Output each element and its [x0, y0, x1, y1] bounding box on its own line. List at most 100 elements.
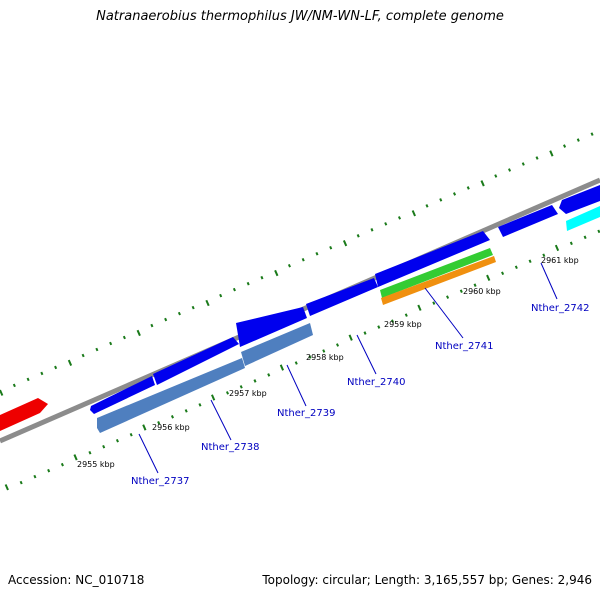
outer-tick: [439, 198, 443, 202]
outer-tick: [508, 168, 512, 172]
inner-tick: [60, 462, 64, 467]
inner-tick: [417, 304, 422, 311]
gene-leader-line: [210, 399, 232, 441]
ruler-label: 2956 kbp: [152, 423, 190, 432]
ruler-labels: 2955 kbp 2956 kbp 2957 kbp 2958 kbp 2959 kbp…: [77, 256, 579, 469]
gene-leaders: [138, 262, 558, 474]
inner-tick: [184, 409, 188, 413]
cds-reverse-2[interactable]: [241, 323, 313, 366]
outer-tick: [246, 281, 250, 286]
gene-leader-line: [138, 433, 159, 474]
inner-tick: [115, 438, 119, 443]
inner-tick: [554, 244, 560, 252]
ruler-label: 2959 kbp: [384, 320, 422, 329]
inner-tick: [267, 373, 271, 377]
inner-tick: [391, 319, 395, 323]
gene-leader-line: [540, 262, 558, 300]
cds-reverse-1[interactable]: [97, 358, 245, 433]
outer-tick: [549, 150, 554, 157]
inner-tick: [597, 229, 600, 234]
outer-tick: [67, 359, 73, 366]
inner-tick: [33, 474, 37, 479]
outer-tick: [315, 251, 319, 256]
outer-tick: [122, 335, 126, 340]
inner-tick: [157, 421, 161, 425]
outer-tick: [81, 353, 85, 358]
cds-forward-5[interactable]: [375, 231, 490, 287]
outer-tick: [40, 371, 44, 376]
inner-tick: [377, 325, 381, 329]
outer-tick: [342, 240, 348, 247]
outer-tick: [494, 174, 498, 178]
ruler-label: 2960 kbp: [463, 287, 501, 296]
inner-tick: [198, 403, 202, 407]
red-feature-arrow[interactable]: [0, 398, 48, 431]
outer-tick: [26, 377, 30, 382]
inner-tick: [486, 274, 491, 281]
cds-forward-2[interactable]: [153, 337, 239, 385]
inner-tick: [459, 289, 463, 293]
outer-tick: [54, 365, 58, 370]
cds-forward-4[interactable]: [306, 278, 378, 316]
outer-tick: [205, 299, 210, 307]
cds-forward-6[interactable]: [498, 205, 558, 237]
feature-track: [0, 185, 600, 433]
outer-tick: [301, 257, 305, 262]
inner-tick: [88, 450, 92, 455]
inner-tick: [322, 349, 326, 353]
cds-forward-7[interactable]: [559, 185, 600, 214]
inner-tick: [542, 253, 546, 258]
inner-tick: [473, 283, 477, 287]
cds-forward-3[interactable]: [236, 307, 307, 347]
inner-tick: [73, 454, 78, 461]
inner-tick: [102, 444, 106, 449]
gene-leader-line: [356, 334, 377, 375]
inner-tick: [294, 361, 298, 365]
outer-tick: [164, 317, 168, 322]
cds-forward-1[interactable]: [90, 376, 155, 414]
outer-tick: [466, 186, 470, 190]
inner-tick: [432, 301, 436, 305]
outer-tick: [219, 293, 223, 298]
inner-tick: [142, 424, 147, 431]
ruler-label: 2955 kbp: [77, 460, 115, 469]
inner-tick: [501, 271, 505, 275]
accession-label: Accession: NC_010718: [8, 573, 145, 587]
outer-tick: [452, 192, 457, 196]
inner-tick: [308, 355, 312, 359]
gene-label: Nther_2740: [347, 377, 405, 388]
outer-tick: [191, 305, 195, 310]
outer-tick: [425, 204, 429, 208]
gene-labels: Nther_2737 Nther_2738 Nther_2739 Nther_2740…: [131, 303, 589, 487]
outer-tick: [109, 341, 113, 346]
outer-tick: [576, 138, 580, 142]
inner-tick: [129, 432, 133, 437]
inner-tick: [253, 379, 257, 383]
outer-tick: [177, 311, 181, 316]
gene-label: Nther_2737: [131, 476, 189, 487]
inner-tick: [225, 391, 229, 395]
outer-tick: [384, 222, 388, 226]
outer-tick: [329, 245, 333, 250]
outer-tick: [535, 156, 539, 160]
page-title: Natranaerobius thermophilus JW/NM-WN-LF,…: [96, 9, 504, 24]
gene-leader-line: [286, 364, 307, 407]
cyan-highlight[interactable]: [566, 206, 600, 231]
ruler-label: 2958 kbp: [306, 353, 344, 362]
green-highlight[interactable]: [380, 248, 493, 298]
inner-tick: [4, 484, 9, 491]
gene-label: Nther_2741: [435, 341, 493, 352]
outer-tick-track: [0, 132, 594, 396]
inner-tick: [47, 468, 51, 473]
outer-tick: [590, 132, 594, 136]
ruler-label: 2961 kbp: [541, 256, 579, 265]
inner-tick: [239, 385, 243, 389]
inner-tick: [211, 394, 216, 401]
orange-highlight[interactable]: [381, 256, 496, 305]
inner-tick: [279, 364, 285, 371]
inner-tick: [363, 331, 367, 335]
inner-tick: [404, 313, 408, 317]
genome-summary: Topology: circular; Length: 3,165,557 bp…: [262, 573, 592, 587]
inner-tick: [528, 259, 532, 264]
